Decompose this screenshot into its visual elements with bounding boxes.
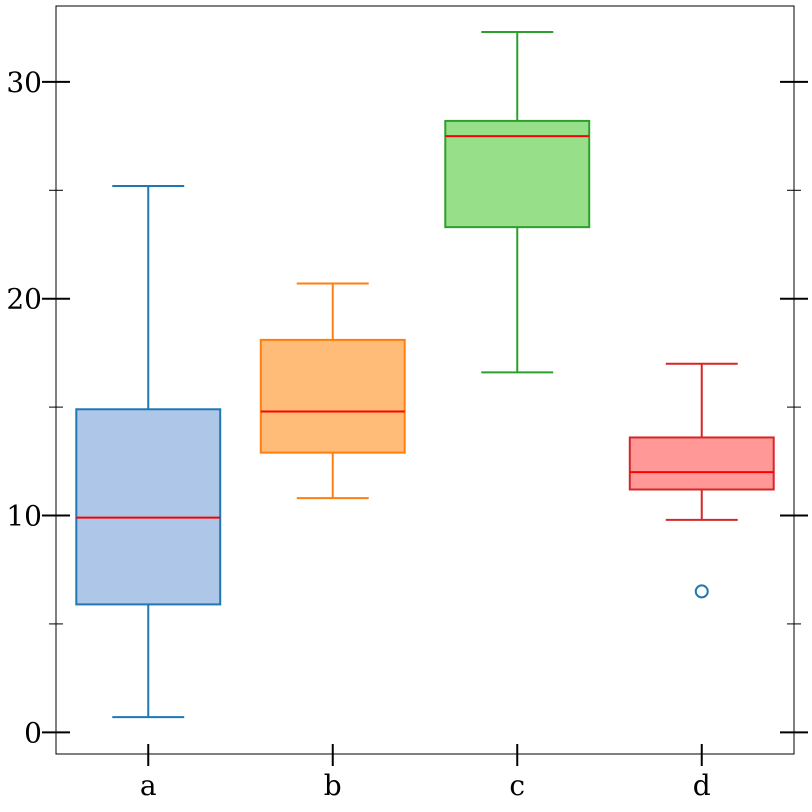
plot-area-frame bbox=[55, 5, 795, 755]
box-b bbox=[259, 282, 406, 500]
x-tick-label-b: b bbox=[324, 769, 342, 802]
y-tick-label: 10 bbox=[6, 500, 42, 533]
outlier-point bbox=[694, 584, 709, 599]
y-tick-label: 30 bbox=[6, 66, 42, 99]
y-tick-label: 0 bbox=[24, 716, 42, 749]
box-a bbox=[75, 184, 222, 719]
x-tick-label-a: a bbox=[140, 769, 157, 802]
x-tick-label-d: d bbox=[693, 769, 711, 802]
box-c bbox=[444, 31, 591, 374]
box-series bbox=[75, 31, 775, 719]
iqr-box bbox=[444, 119, 591, 229]
iqr-box bbox=[259, 338, 406, 454]
iqr-box bbox=[628, 436, 775, 491]
iqr-box bbox=[75, 408, 222, 606]
tick-labels: 0 10 20 30 a b c d bbox=[6, 66, 710, 802]
x-tick-label-c: c bbox=[509, 769, 525, 802]
y-tick-label: 20 bbox=[6, 283, 42, 316]
box-d bbox=[628, 362, 775, 599]
